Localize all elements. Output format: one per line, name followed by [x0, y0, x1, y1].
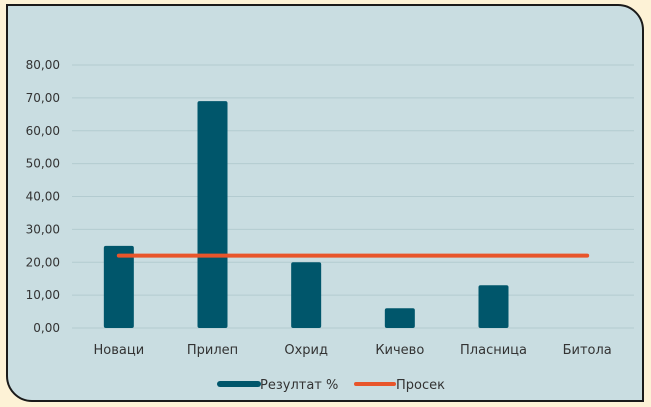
bar — [384, 308, 415, 328]
x-tick-label: Охрид — [284, 343, 328, 358]
x-tick-label: Битола — [563, 343, 612, 358]
bar — [197, 101, 228, 328]
y-tick-label: 80,00 — [26, 58, 60, 72]
bar-line-chart: 0,00 10,00 20,00 30,00 40,00 50,00 60,00 70,00 8… — [26, 58, 634, 393]
x-tick-label: Новаци — [94, 343, 145, 358]
y-tick-label: 0,00 — [33, 321, 60, 335]
x-tick-label: Пласница — [460, 343, 527, 358]
y-tick-label: 10,00 — [26, 288, 60, 302]
y-tick-label: 40,00 — [26, 190, 60, 204]
chart-card: 0,00 10,00 20,00 30,00 40,00 50,00 60,00 70,00 8… — [6, 4, 644, 402]
y-tick-label: 30,00 — [26, 222, 60, 236]
bar — [478, 285, 509, 328]
y-tick-label: 70,00 — [26, 91, 60, 105]
y-tick-label: 60,00 — [26, 124, 60, 138]
x-tick-label: Прилеп — [187, 343, 238, 358]
legend-label-bars: Резултат % — [260, 378, 338, 393]
bar — [103, 245, 134, 328]
y-tick-label: 50,00 — [26, 157, 60, 171]
x-tick-label: Кичево — [375, 343, 424, 358]
legend-label-line: Просек — [396, 378, 445, 393]
y-tick-label: 20,00 — [26, 255, 60, 269]
bar — [291, 262, 322, 328]
